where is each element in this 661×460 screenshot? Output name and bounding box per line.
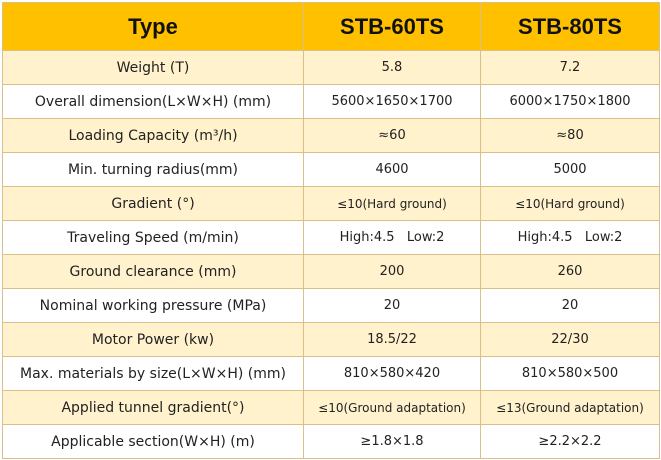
value-model-b: 5000 <box>480 152 660 187</box>
row-label: Nominal working pressure (MPa) <box>2 288 304 323</box>
table-row: Min. turning radius(mm) 4600 5000 <box>2 152 660 187</box>
value-model-a: 18.5/22 <box>303 322 481 357</box>
header-row: Type STB-60TS STB-80TS <box>2 2 660 51</box>
value-model-b: ≈80 <box>480 118 660 153</box>
row-label: Weight (T) <box>2 50 304 85</box>
table-row: Applicable section(W×H) (m) ≥1.8×1.8 ≥2.… <box>2 424 660 459</box>
table-row: Weight (T) 5.8 7.2 <box>2 50 660 85</box>
value-model-a: ≈60 <box>303 118 481 153</box>
table-row: Overall dimension(L×W×H) (mm) 5600×1650×… <box>2 84 660 119</box>
table-row: Applied tunnel gradient(°) ≤10(Ground ad… <box>2 390 660 425</box>
value-model-a: 810×580×420 <box>303 356 481 391</box>
header-model-a: STB-60TS <box>303 2 481 51</box>
value-model-a: ≤10(Hard ground) <box>303 186 481 221</box>
value-model-a: 5.8 <box>303 50 481 85</box>
table-row: Motor Power (kw) 18.5/22 22/30 <box>2 322 660 357</box>
value-model-b: 810×580×500 <box>480 356 660 391</box>
row-label: Motor Power (kw) <box>2 322 304 357</box>
value-model-b: 20 <box>480 288 660 323</box>
row-label: Min. turning radius(mm) <box>2 152 304 187</box>
value-model-a: ≥1.8×1.8 <box>303 424 481 459</box>
row-label: Gradient (°) <box>2 186 304 221</box>
row-label: Applied tunnel gradient(°) <box>2 390 304 425</box>
table-row: Ground clearance (mm) 200 260 <box>2 254 660 289</box>
value-model-a: High:4.5 Low:2 <box>303 220 481 255</box>
table-row: Gradient (°) ≤10(Hard ground) ≤10(Hard g… <box>2 186 660 221</box>
header-type: Type <box>2 2 304 51</box>
header-model-b: STB-80TS <box>480 2 660 51</box>
value-model-b: 22/30 <box>480 322 660 357</box>
row-label: Max. materials by size(L×W×H) (mm) <box>2 356 304 391</box>
value-model-b: 6000×1750×1800 <box>480 84 660 119</box>
table-row: Max. materials by size(L×W×H) (mm) 810×5… <box>2 356 660 391</box>
row-label: Traveling Speed (m/min) <box>2 220 304 255</box>
value-model-b: ≤10(Hard ground) <box>480 186 660 221</box>
value-model-a: ≤10(Ground adaptation) <box>303 390 481 425</box>
value-model-a: 200 <box>303 254 481 289</box>
table-row: Loading Capacity (m³/h) ≈60 ≈80 <box>2 118 660 153</box>
value-model-b: ≤13(Ground adaptation) <box>480 390 660 425</box>
value-model-a: 4600 <box>303 152 481 187</box>
value-model-a: 5600×1650×1700 <box>303 84 481 119</box>
value-model-b: ≥2.2×2.2 <box>480 424 660 459</box>
row-label: Ground clearance (mm) <box>2 254 304 289</box>
value-model-b: High:4.5 Low:2 <box>480 220 660 255</box>
value-model-a: 20 <box>303 288 481 323</box>
row-label: Loading Capacity (m³/h) <box>2 118 304 153</box>
value-model-b: 260 <box>480 254 660 289</box>
row-label: Applicable section(W×H) (m) <box>2 424 304 459</box>
row-label: Overall dimension(L×W×H) (mm) <box>2 84 304 119</box>
table-row: Traveling Speed (m/min) High:4.5 Low:2 H… <box>2 220 660 255</box>
table-row: Nominal working pressure (MPa) 20 20 <box>2 288 660 323</box>
value-model-b: 7.2 <box>480 50 660 85</box>
